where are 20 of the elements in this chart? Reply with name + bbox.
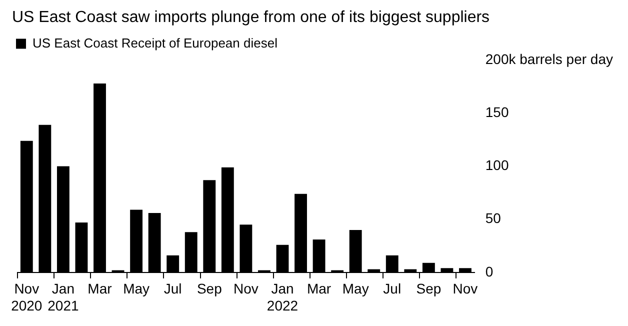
y-tick-label: 100 <box>485 157 509 174</box>
x-tick-label: Nov <box>452 280 478 297</box>
y-tick-label: 0 <box>485 263 494 280</box>
y-tick-label: 150 <box>485 104 509 120</box>
legend-label: US East Coast Receipt of European diesel <box>32 35 278 50</box>
x-tick-label: Jan 2022 <box>266 280 298 314</box>
x-tick-label: Mar <box>88 280 112 297</box>
x-tick-label: Jul <box>383 280 402 297</box>
x-tick-label: Sep <box>416 280 442 297</box>
x-tick-label: Nov <box>233 280 258 297</box>
x-tick-label: Sep <box>196 280 222 297</box>
x-tick-label: Nov 2020 <box>11 280 42 314</box>
x-tick-label: May <box>123 280 150 297</box>
chart-title: US East Coast saw imports plunge from one of its biggest suppliers <box>12 9 490 26</box>
y-tick-label: 50 <box>485 210 502 226</box>
x-tick-label: Jan 2021 <box>48 280 79 314</box>
x-tick-label: Jul <box>164 280 182 297</box>
x-tick-label: May <box>342 280 369 297</box>
x-tick-label: Mar <box>306 280 332 297</box>
y-tick-label: 200k barrels per day <box>485 51 614 68</box>
